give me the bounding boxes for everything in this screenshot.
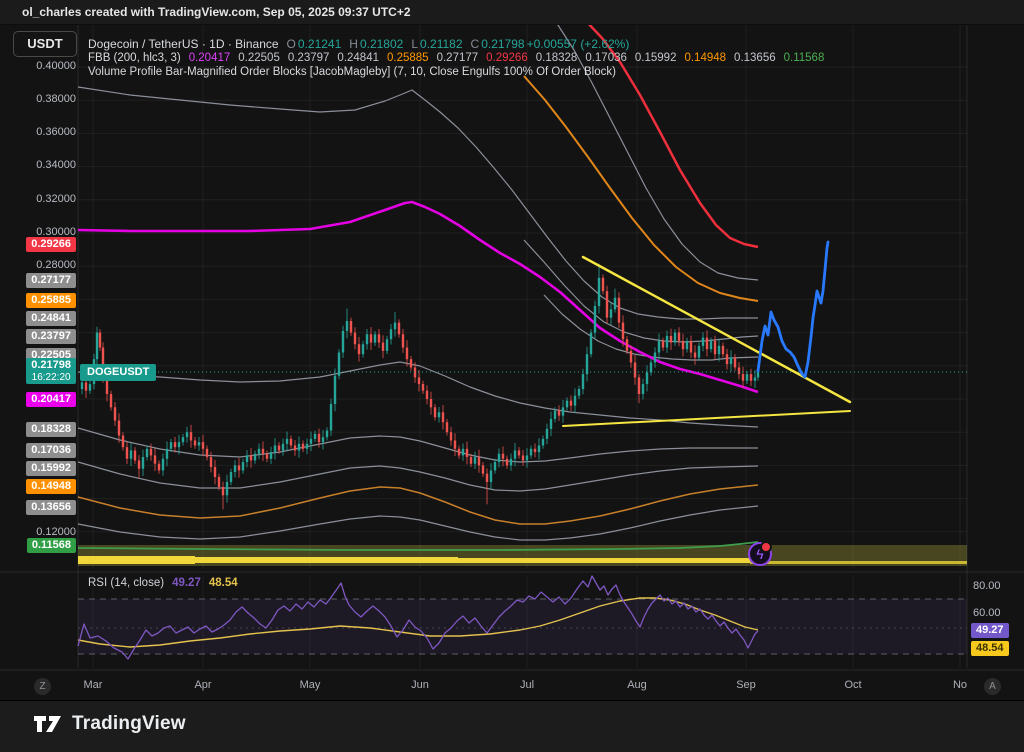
ohlc-high-label: H bbox=[349, 37, 358, 51]
fbb-lower-1-gray bbox=[77, 361, 759, 428]
fbb-upper-1-gray bbox=[543, 294, 759, 361]
fbb-upper-6-red bbox=[584, 19, 759, 249]
timeline-left-button[interactable]: Z bbox=[34, 678, 51, 695]
fbb-basis-magenta bbox=[77, 200, 759, 394]
lightning-badge-icon[interactable]: ϟ bbox=[748, 541, 772, 566]
symbol-title: Dogecoin / TetherUS · 1D · Binance bbox=[88, 37, 279, 51]
fbb-upper-3-gray bbox=[77, 86, 758, 320]
symbol-legend-row[interactable]: Dogecoin / TetherUS · 1D · Binance O 0.212… bbox=[88, 37, 629, 51]
fbb-value: 0.14948 bbox=[684, 52, 727, 64]
rsi-zone bbox=[78, 599, 967, 654]
fbb-value: 0.17036 bbox=[585, 52, 627, 64]
ohlc-high-value: 0.21802 bbox=[359, 37, 404, 51]
ohlc-low-value: 0.21182 bbox=[420, 37, 463, 51]
fbb-value: 0.27177 bbox=[436, 52, 479, 64]
ohlc-close-value: 0.21798 bbox=[481, 37, 525, 51]
candles bbox=[80, 263, 760, 510]
fbb-value: 0.11568 bbox=[783, 52, 825, 64]
grid-lines bbox=[78, 25, 967, 668]
currency-toggle-button[interactable]: USDT bbox=[13, 31, 77, 57]
fbb-value: 0.18328 bbox=[535, 52, 578, 64]
fbb-lower-5-gray bbox=[77, 505, 759, 541]
rsi-title: RSI (14, close) bbox=[88, 577, 165, 589]
credit-bar: ol_charles created with TradingView.com,… bbox=[0, 0, 1024, 25]
fbb-upper-5-orange bbox=[523, 75, 759, 302]
ohlc-open-value: 0.21241 bbox=[297, 37, 342, 51]
rsi-ma-value: 48.54 bbox=[208, 577, 238, 589]
fbb-lower-2-gray bbox=[77, 427, 758, 463]
volume-profile-bar bbox=[458, 558, 750, 563]
rsi-line bbox=[77, 575, 759, 660]
volume-profile-bar bbox=[750, 561, 967, 564]
fbb-upper-2-gray bbox=[523, 239, 759, 343]
fbb-lower-3-gray bbox=[77, 461, 759, 492]
tradingview-logo[interactable]: TradingView bbox=[33, 713, 186, 735]
volume-profile-bar bbox=[78, 556, 195, 564]
fbb-value: 0.24841 bbox=[337, 52, 379, 64]
fbb-value: 0.20417 bbox=[188, 52, 231, 64]
fbb-value: 0.22505 bbox=[238, 52, 280, 64]
fbb-value: 0.29266 bbox=[486, 52, 528, 64]
volume-profile-legend-row[interactable]: Volume Profile Bar-Magnified Order Block… bbox=[88, 66, 616, 78]
symbol-price-flag: DOGEUSDT bbox=[80, 364, 157, 381]
tradingview-logo-icon bbox=[34, 716, 61, 732]
rsi-legend-row[interactable]: RSI (14, close) 49.27 48.54 bbox=[88, 577, 238, 589]
notification-dot bbox=[760, 541, 772, 553]
timeline-right-button[interactable]: A bbox=[984, 678, 1001, 695]
fbb-value: 0.15992 bbox=[634, 52, 677, 64]
ohlc-open-label: O bbox=[286, 37, 296, 51]
fbb-legend-row[interactable]: FBB (200, hlc3, 3) 0.20417 0.22505 0.23797 0… bbox=[88, 52, 824, 64]
projection-drawing[interactable] bbox=[756, 240, 830, 379]
fbb-title: FBB (200, hlc3, 3) bbox=[88, 52, 181, 64]
footer-bar: TradingView bbox=[0, 700, 1024, 752]
rsi-ma-line bbox=[77, 597, 759, 648]
credit-text: ol_charles created with TradingView.com,… bbox=[22, 5, 411, 19]
ohlc-low-label: L bbox=[411, 37, 419, 51]
fbb-value: 0.25885 bbox=[387, 52, 429, 64]
trendline-lower[interactable] bbox=[562, 410, 851, 427]
fbb-values: 0.20417 0.22505 0.23797 0.24841 0.25885 0.271… bbox=[181, 52, 825, 64]
volume-profile-title: Volume Profile Bar-Magnified Order Block… bbox=[88, 66, 616, 78]
volume-profile-bar bbox=[195, 557, 458, 563]
tradingview-logo-text: TradingView bbox=[72, 713, 186, 734]
ohlc-close-label: C bbox=[470, 37, 480, 51]
fbb-value: 0.23797 bbox=[287, 52, 330, 64]
fbb-value: 0.13656 bbox=[734, 52, 776, 64]
fbb-upper-4-gray bbox=[555, 21, 759, 281]
fbb-lower-4-orange bbox=[77, 484, 759, 525]
rsi-value: 49.27 bbox=[172, 577, 201, 589]
fbb-lower-6-green bbox=[77, 541, 759, 551]
ohlc-change-value: +0.00557 (+2.62%) bbox=[526, 37, 630, 51]
